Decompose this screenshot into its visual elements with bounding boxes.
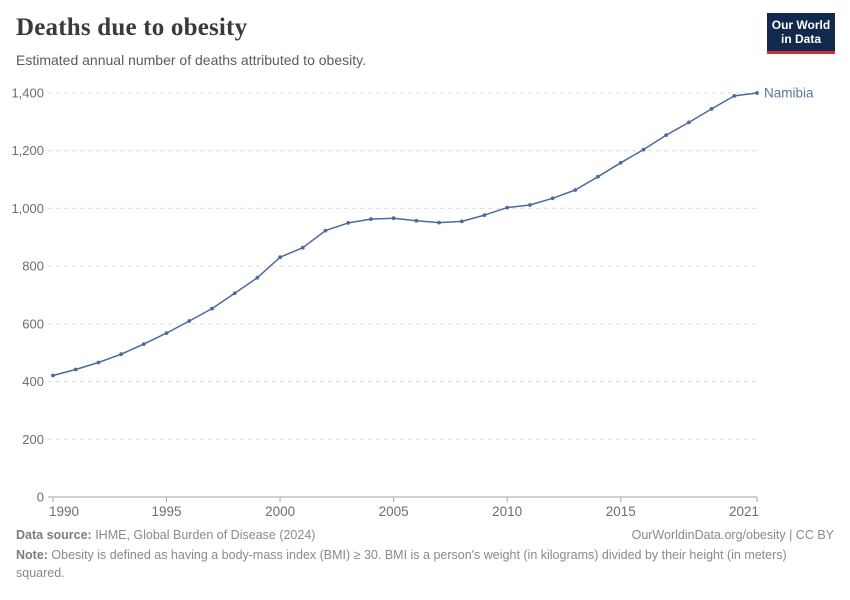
y-tick-label: 0 [37,490,44,505]
x-tick-label: 2000 [265,504,295,519]
footnote-label: Note: [16,548,48,562]
data-point[interactable] [391,216,396,221]
x-tick-label: 2005 [379,504,409,519]
y-tick-label: 600 [22,316,44,331]
x-tick-label: 2021 [729,504,759,519]
data-point[interactable] [618,160,623,165]
chart-footer: Data source: IHME, Global Burden of Dise… [16,528,834,582]
data-point[interactable] [346,221,351,225]
y-tick-label: 1,400 [11,86,44,101]
owid-logo[interactable]: Our World in Data [767,13,835,54]
data-point[interactable] [732,94,737,98]
data-point[interactable] [323,228,328,233]
data-point[interactable] [687,120,691,125]
footnote: Note: Obesity is defined as having a bod… [16,547,834,582]
data-point[interactable] [300,245,305,250]
y-tick-label: 800 [22,259,44,274]
y-tick-label: 400 [22,374,44,389]
data-point[interactable] [573,188,578,192]
data-point[interactable] [96,360,101,365]
data-source: Data source: IHME, Global Burden of Dise… [16,528,315,542]
data-point[interactable] [119,352,123,357]
data-point[interactable] [187,319,192,323]
footnote-text: Obesity is defined as having a body-mass… [16,548,787,580]
data-point[interactable] [232,291,237,296]
data-point[interactable] [141,342,146,346]
data-point[interactable] [414,218,419,223]
data-source-label: Data source: [16,528,92,542]
data-point[interactable] [664,133,669,137]
page-title: Deaths due to obesity [16,14,248,41]
y-tick-label: 1,200 [11,143,44,158]
data-source-text: IHME, Global Burden of Disease (2024) [91,528,316,542]
data-point[interactable] [255,275,260,280]
x-tick-label: 2015 [606,504,636,519]
data-point[interactable] [369,217,373,222]
x-tick-label: 1995 [152,504,182,519]
data-point[interactable] [278,255,282,260]
x-tick-label: 2010 [492,504,522,519]
data-point[interactable] [505,205,510,210]
data-point[interactable] [709,107,714,111]
data-point[interactable] [755,91,759,95]
entity-label[interactable]: Namibia [764,86,814,101]
data-point[interactable] [596,174,600,179]
owid-logo-line1: Our World [771,18,831,32]
series-line[interactable] [52,92,758,377]
chart-canvas: 0 200 400 600 800 1,000 1,200 1,400 1990 1995 2000… [11,86,814,520]
y-tick-label: 200 [22,432,44,447]
y-tick-label: 1,000 [11,201,44,216]
data-point[interactable] [482,213,487,218]
data-point[interactable] [459,219,464,224]
data-point[interactable] [210,306,214,311]
owid-logo-line2: in Data [780,32,821,47]
line-chart: 0 200 400 600 800 1,000 1,200 1,400 1990 1995 2000… [0,78,850,528]
data-point[interactable] [550,196,555,201]
owid-cc-link[interactable]: OurWorldinData.org/obesity | CC BY [631,528,834,542]
data-point[interactable] [51,373,55,378]
data-point[interactable] [164,331,169,335]
data-point[interactable] [641,147,646,152]
data-point[interactable] [437,220,441,225]
data-point[interactable] [528,203,532,207]
x-tick-label: 1990 [49,504,79,519]
data-point[interactable] [73,367,78,372]
chart-subtitle: Estimated annual number of deaths attrib… [16,52,366,68]
